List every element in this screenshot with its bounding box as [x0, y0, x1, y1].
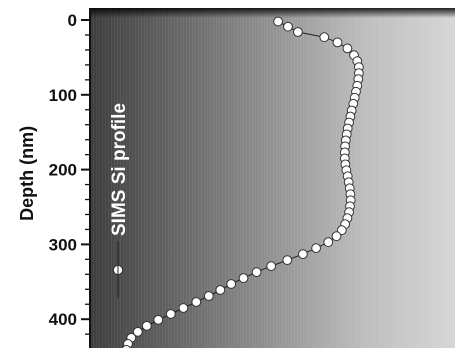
- data-point: [331, 231, 342, 242]
- data-point: [283, 21, 293, 32]
- y-axis: 0 100 200 300 400: [49, 8, 91, 348]
- data-point: [132, 327, 143, 337]
- data-point: [203, 291, 214, 301]
- data-point: [332, 37, 343, 48]
- y-tick-label: 200: [49, 161, 77, 180]
- data-point: [282, 255, 293, 266]
- data-point: [298, 249, 308, 260]
- plot-background: [90, 8, 455, 348]
- data-point: [336, 225, 347, 236]
- series-sims-si-profile: [121, 16, 364, 348]
- data-point: [266, 261, 277, 272]
- y-tick-label: 0: [68, 11, 77, 30]
- data-point: [251, 267, 262, 278]
- data-point: [141, 321, 152, 331]
- data-point: [191, 297, 202, 307]
- data-point: [319, 32, 330, 43]
- y-axis-title: Depth (nm): [17, 126, 37, 221]
- y-tick-label: 300: [49, 235, 77, 254]
- y-tick-label: 400: [49, 310, 77, 329]
- data-point: [165, 309, 176, 319]
- data-point: [293, 27, 303, 37]
- data-point: [178, 303, 189, 313]
- y-tick-label: 100: [49, 86, 77, 105]
- data-point: [323, 237, 334, 248]
- data-point: [342, 43, 353, 54]
- data-point: [215, 285, 226, 295]
- data-point: [153, 315, 164, 325]
- data-point: [121, 345, 131, 348]
- data-point: [311, 243, 322, 254]
- legend: SIMS Si profile: [109, 103, 130, 298]
- legend-label: SIMS Si profile: [109, 103, 130, 236]
- data-point: [273, 16, 284, 27]
- data-point: [226, 279, 237, 289]
- data-point: [238, 273, 249, 284]
